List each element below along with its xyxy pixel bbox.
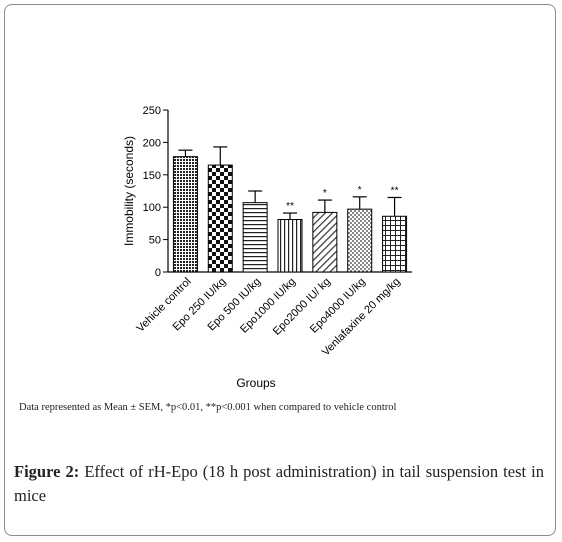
y-tick-label: 50 xyxy=(149,235,161,247)
bar xyxy=(207,164,233,273)
significance-label: ** xyxy=(391,185,399,196)
bar xyxy=(312,211,338,273)
bar xyxy=(242,202,268,273)
caption-text: Effect of rH-Epo (18 h post administrati… xyxy=(14,462,545,505)
figure-caption: Figure 2: Effect of rH-Epo (18 h post ad… xyxy=(14,460,544,508)
significance-label: ** xyxy=(286,201,294,212)
bar xyxy=(347,208,373,273)
footnote: Data represented as Mean ± SEM, *p<0.01,… xyxy=(19,402,397,413)
y-tick-label: 250 xyxy=(143,105,161,117)
bar xyxy=(382,215,408,273)
y-tick-label: 0 xyxy=(155,267,161,279)
y-tick-label: 200 xyxy=(143,137,161,149)
bar xyxy=(172,156,198,273)
bar xyxy=(277,219,303,273)
x-axis-label: Groups xyxy=(236,376,275,390)
y-axis-label: Immobility (seconds) xyxy=(122,136,136,246)
y-tick-label: 150 xyxy=(143,170,161,182)
caption-label: Figure 2: xyxy=(14,462,80,481)
y-tick-label: 100 xyxy=(143,202,161,214)
significance-label: * xyxy=(358,185,362,196)
significance-label: * xyxy=(323,188,327,199)
